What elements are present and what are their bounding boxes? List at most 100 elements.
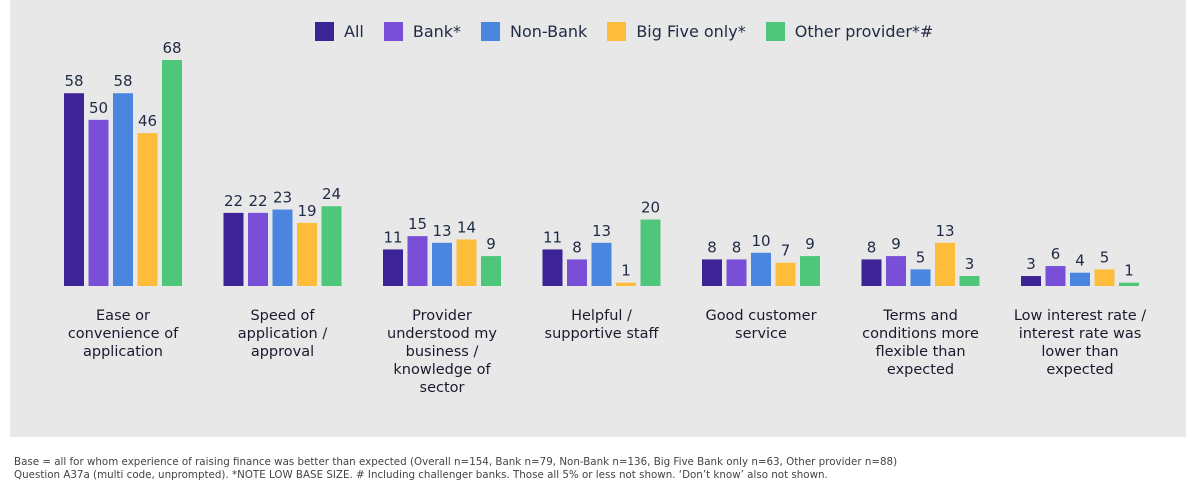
data-label-0-3: 46: [138, 112, 157, 130]
bar-3-1: [567, 259, 587, 286]
category-label-line: application: [83, 344, 163, 360]
footnote-base: Base = all for whom experience of raisin…: [14, 456, 898, 468]
data-label-1-1: 22: [248, 192, 267, 210]
legend-item-0: All: [315, 22, 364, 41]
bar-0-4: [162, 60, 182, 286]
category-label-line: expected: [886, 362, 955, 378]
category-label-line: conditions more: [862, 326, 979, 342]
category-label-6: Low interest rate / interest rate was lowe…: [1005, 307, 1155, 379]
category-label-line: application /: [237, 326, 328, 342]
data-label-3-3: 1: [621, 262, 631, 280]
bar-4-2: [751, 252, 771, 286]
category-label-line: sector: [419, 380, 465, 396]
category-label-line: expected: [1046, 362, 1114, 378]
data-label-4-0: 8: [707, 238, 717, 256]
category-label-line: lower than: [1041, 344, 1119, 360]
data-label-4-3: 7: [781, 242, 791, 260]
legend-swatch-4: [765, 22, 785, 41]
category-label-3: Helpful / supportive staff: [527, 307, 677, 343]
bar-3-0: [542, 249, 563, 286]
legend-item-1: Bank*: [383, 22, 462, 41]
legend-swatch-2: [481, 22, 501, 41]
data-label-5-4: 3: [965, 255, 975, 273]
bar-2-3: [456, 239, 477, 286]
data-label-3-1: 8: [572, 238, 582, 256]
data-label-4-1: 8: [732, 238, 742, 256]
bar-5-2: [910, 269, 931, 286]
category-label-line: understood my: [387, 326, 497, 342]
category-label-5: Terms and conditions more flexible than exp…: [846, 307, 996, 379]
data-label-3-0: 11: [543, 228, 562, 246]
legend-label-0: All: [344, 22, 364, 41]
data-label-1-2: 23: [273, 189, 292, 207]
category-label-line: knowledge of: [393, 362, 491, 378]
category-label-line: flexible than: [875, 344, 966, 360]
data-label-6-3: 5: [1100, 248, 1110, 266]
bar-4-1: [726, 259, 747, 286]
bar-6-1: [1045, 266, 1066, 286]
category-label-0: Ease or convenience of application: [48, 307, 198, 361]
data-label-5-3: 13: [935, 222, 954, 240]
bar-1-2: [272, 209, 293, 286]
data-label-4-2: 10: [751, 232, 770, 250]
data-label-6-2: 4: [1075, 252, 1085, 270]
data-label-0-1: 50: [89, 99, 108, 117]
category-label-line: service: [735, 326, 787, 342]
data-label-2-3: 14: [457, 218, 476, 236]
bar-6-2: [1070, 272, 1090, 286]
legend-swatch-3: [607, 22, 627, 41]
bar-3-4: [640, 219, 661, 286]
category-label-line: Speed of: [250, 308, 315, 324]
data-label-6-0: 3: [1026, 255, 1036, 273]
category-label-line: Good customer: [705, 308, 817, 324]
bar-0-0: [64, 93, 84, 286]
bar-1-0: [223, 212, 244, 286]
bar-1-4: [321, 206, 342, 286]
category-label-line: supportive staff: [544, 326, 659, 342]
category-label-line: Ease or: [96, 308, 150, 324]
legend-label-1: Bank*: [412, 22, 462, 41]
data-label-0-4: 68: [162, 39, 181, 57]
data-label-2-2: 13: [432, 222, 451, 240]
category-label-1: Speed of application / approval: [208, 307, 358, 361]
bar-3-3: [616, 282, 636, 286]
data-label-1-4: 24: [322, 185, 341, 203]
data-label-5-1: 9: [891, 235, 901, 253]
legend-item-4: Other provider*#: [765, 22, 934, 41]
bar-6-4: [1119, 282, 1139, 286]
bar-2-1: [407, 236, 428, 286]
legend-item-2: Non-Bank: [481, 22, 587, 41]
data-label-3-2: 13: [592, 222, 611, 240]
bar-2-4: [481, 256, 501, 286]
data-label-5-2: 5: [916, 248, 926, 266]
bar-0-3: [137, 133, 158, 286]
category-label-line: approval: [250, 344, 315, 360]
bar-5-1: [886, 256, 906, 286]
footnote: Base = all for whom experience of raisin…: [14, 456, 897, 481]
data-label-4-4: 9: [805, 235, 815, 253]
data-label-3-4: 20: [641, 199, 660, 217]
bar-3-2: [591, 242, 612, 286]
legend-label-4: Other provider*#: [794, 22, 934, 41]
category-label-line: business /: [405, 344, 479, 360]
chart-legend: All Bank* Non-Bank Big Five only* Other prov…: [315, 22, 953, 41]
bar-4-4: [800, 256, 820, 286]
legend-label-3: Big Five only*: [636, 22, 746, 41]
category-label-4: Good customer service: [686, 307, 836, 343]
category-label-line: Low interest rate /: [1013, 308, 1147, 324]
bar-4-0: [702, 259, 722, 286]
category-label-line: convenience of: [67, 326, 179, 342]
bar-6-0: [1021, 276, 1041, 286]
bar-0-1: [88, 119, 109, 286]
legend-swatch-0: [315, 22, 334, 41]
data-label-2-4: 9: [486, 235, 496, 253]
bar-5-3: [935, 242, 955, 286]
data-label-1-3: 19: [297, 202, 316, 220]
bar-5-0: [861, 259, 882, 286]
category-label-line: interest rate was: [1018, 326, 1142, 342]
category-label-line: Provider: [412, 308, 472, 324]
data-label-2-0: 11: [383, 228, 402, 246]
data-label-0-2: 58: [113, 72, 132, 90]
bar-2-0: [383, 249, 403, 286]
bar-0-2: [113, 93, 133, 286]
